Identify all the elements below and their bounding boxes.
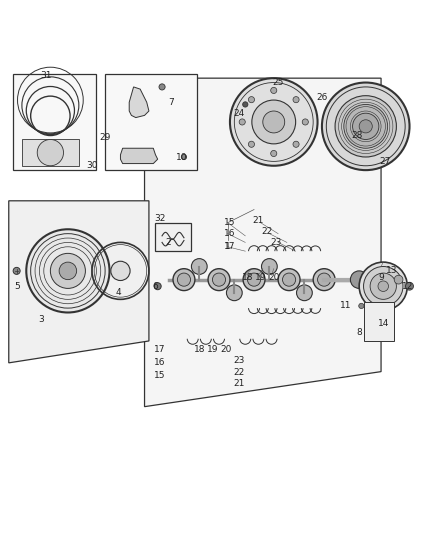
Bar xyxy=(364,302,394,341)
Circle shape xyxy=(13,268,20,274)
Text: 21: 21 xyxy=(233,379,244,389)
Text: 9: 9 xyxy=(378,273,384,282)
Polygon shape xyxy=(145,78,381,407)
Circle shape xyxy=(37,140,64,166)
Circle shape xyxy=(50,253,85,288)
Text: 20: 20 xyxy=(220,345,231,354)
Text: 27: 27 xyxy=(380,157,391,166)
Circle shape xyxy=(26,229,110,312)
Circle shape xyxy=(335,96,396,157)
Text: 13: 13 xyxy=(386,266,398,276)
Text: 20: 20 xyxy=(268,273,279,282)
Text: 15: 15 xyxy=(154,372,166,381)
Circle shape xyxy=(247,273,261,286)
Polygon shape xyxy=(120,148,158,164)
Circle shape xyxy=(248,141,254,147)
Text: 23: 23 xyxy=(233,356,244,365)
Text: 3: 3 xyxy=(39,314,45,324)
Circle shape xyxy=(359,262,407,310)
Circle shape xyxy=(378,281,389,292)
Circle shape xyxy=(181,155,187,159)
Circle shape xyxy=(154,282,161,290)
Text: 16: 16 xyxy=(154,358,166,367)
Text: 1: 1 xyxy=(225,243,231,251)
Circle shape xyxy=(283,273,296,286)
Text: 26: 26 xyxy=(316,93,328,102)
Circle shape xyxy=(239,119,245,125)
Circle shape xyxy=(271,150,277,157)
Polygon shape xyxy=(129,87,149,118)
Circle shape xyxy=(177,273,191,286)
Circle shape xyxy=(353,113,379,140)
Text: 18: 18 xyxy=(194,345,205,354)
Text: 19: 19 xyxy=(207,345,218,354)
Text: 22: 22 xyxy=(261,227,273,236)
Text: 6: 6 xyxy=(152,282,159,290)
Circle shape xyxy=(359,303,364,309)
Text: 7: 7 xyxy=(168,98,174,107)
Bar xyxy=(155,223,191,251)
Circle shape xyxy=(111,261,130,280)
Circle shape xyxy=(243,102,248,107)
Text: 21: 21 xyxy=(253,216,264,225)
Circle shape xyxy=(302,119,308,125)
Circle shape xyxy=(364,266,403,306)
Circle shape xyxy=(226,285,242,301)
Bar xyxy=(105,74,197,170)
Text: 15: 15 xyxy=(224,218,236,227)
Circle shape xyxy=(248,96,254,103)
Text: 8: 8 xyxy=(356,328,362,337)
Text: 28: 28 xyxy=(351,131,363,140)
Circle shape xyxy=(278,269,300,290)
Circle shape xyxy=(252,100,296,144)
Circle shape xyxy=(322,83,410,170)
Circle shape xyxy=(243,269,265,290)
Circle shape xyxy=(159,84,165,90)
Text: 16: 16 xyxy=(224,229,236,238)
Text: 30: 30 xyxy=(86,161,98,170)
Text: 4: 4 xyxy=(116,288,121,297)
Bar xyxy=(13,74,96,170)
Text: 5: 5 xyxy=(14,282,21,290)
Circle shape xyxy=(173,269,195,290)
Circle shape xyxy=(191,259,207,274)
Bar xyxy=(22,140,79,166)
Text: 22: 22 xyxy=(233,368,244,377)
Circle shape xyxy=(293,96,299,103)
Circle shape xyxy=(350,271,368,288)
Text: 32: 32 xyxy=(154,214,166,223)
Circle shape xyxy=(212,273,226,286)
Text: 18: 18 xyxy=(242,273,253,282)
Circle shape xyxy=(271,87,277,93)
Text: 14: 14 xyxy=(378,319,389,328)
Text: 2: 2 xyxy=(166,238,171,247)
Circle shape xyxy=(406,282,413,290)
Text: 19: 19 xyxy=(255,273,266,282)
Circle shape xyxy=(344,104,388,148)
Text: 31: 31 xyxy=(40,71,52,80)
Circle shape xyxy=(359,120,372,133)
Circle shape xyxy=(394,275,403,284)
Circle shape xyxy=(208,269,230,290)
Circle shape xyxy=(313,269,335,290)
Text: 17: 17 xyxy=(224,243,236,251)
Circle shape xyxy=(370,273,396,300)
Circle shape xyxy=(293,141,299,147)
Text: 25: 25 xyxy=(272,78,284,87)
Text: 11: 11 xyxy=(340,302,352,310)
Text: 23: 23 xyxy=(270,238,282,247)
Circle shape xyxy=(59,262,77,280)
Circle shape xyxy=(230,78,318,166)
Polygon shape xyxy=(9,201,149,363)
Circle shape xyxy=(297,285,312,301)
Text: 24: 24 xyxy=(233,109,244,118)
Circle shape xyxy=(263,111,285,133)
Text: 10: 10 xyxy=(176,152,187,161)
Text: 17: 17 xyxy=(154,345,166,354)
Circle shape xyxy=(318,273,331,286)
Text: 12: 12 xyxy=(402,282,413,290)
Circle shape xyxy=(261,259,277,274)
Text: 29: 29 xyxy=(99,133,111,142)
